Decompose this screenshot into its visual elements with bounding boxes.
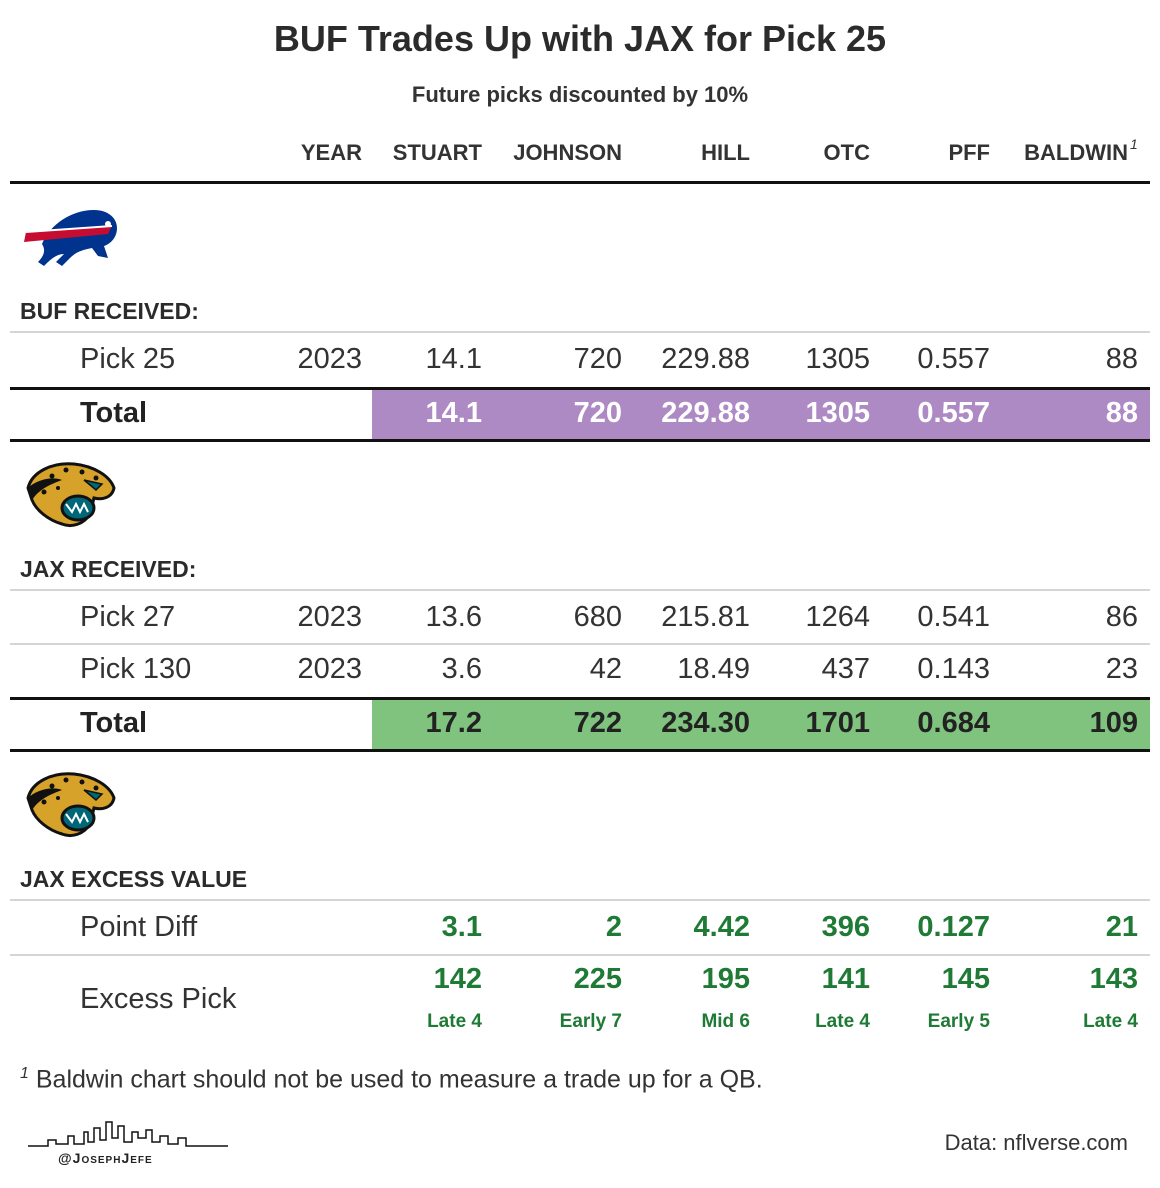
- excess-pick-label: Excess Pick: [80, 983, 237, 1015]
- col-baldwin: BALDWIN: [1024, 140, 1128, 165]
- buf-total-baldwin: 88: [1105, 397, 1138, 429]
- data-source: Data: nflverse.com: [944, 1130, 1128, 1155]
- chart-title: BUF Trades Up with JAX for Pick 25: [273, 18, 887, 59]
- excess-round-pff: Early 5: [927, 1011, 990, 1032]
- buf-row-year: 2023: [297, 343, 362, 375]
- jax-total-baldwin: 109: [1089, 707, 1138, 739]
- bills-logo: [22, 204, 122, 273]
- author-handle: @JosephJefe: [58, 1150, 153, 1166]
- jax-section-title: JAX RECEIVED:: [20, 556, 197, 582]
- jax-row-hill: 18.49: [677, 653, 750, 685]
- buf-total-bottom-rule: [10, 439, 1150, 442]
- chart-subtitle: Future picks discounted by 10%: [411, 82, 749, 107]
- skyline-logo: [28, 1118, 228, 1155]
- baldwin-footnote-mark: 1: [1130, 136, 1138, 152]
- jax-row-hill: 215.81: [661, 601, 750, 633]
- excess-section-title: JAX EXCESS VALUE: [20, 866, 248, 892]
- jax-row-pff: 0.541: [917, 601, 990, 633]
- excess-round-stuart: Late 4: [427, 1011, 482, 1032]
- col-otc: OTC: [823, 140, 870, 165]
- jax-row-otc: 437: [821, 653, 870, 685]
- buf-row-stuart: 14.1: [425, 343, 482, 375]
- jax-row-stuart: 3.6: [441, 653, 482, 685]
- buf-row-baldwin: 88: [1105, 343, 1138, 375]
- header-rule: [10, 181, 1150, 184]
- excess-pick-johnson: 225: [573, 963, 622, 995]
- col-pff: PFF: [948, 140, 990, 165]
- jax-total-hill: 234.30: [661, 707, 750, 739]
- jax-row-label: Pick 27: [80, 601, 176, 633]
- buf-total-otc: 1305: [805, 397, 870, 429]
- point-diff-johnson: 2: [605, 911, 622, 943]
- buf-total-johnson: 720: [573, 397, 622, 429]
- point-diff-label: Point Diff: [80, 911, 198, 943]
- jax-total-bottom-rule: [10, 749, 1150, 752]
- jax-row-baldwin: 23: [1105, 653, 1138, 685]
- buf-row-otc: 1305: [805, 343, 870, 375]
- col-johnson: JOHNSON: [513, 140, 622, 165]
- jax-row-year: 2023: [297, 653, 362, 685]
- excess-round-hill: Mid 6: [701, 1011, 750, 1032]
- excess-section-rule: [10, 899, 1150, 901]
- jax-row-pff: 0.143: [917, 653, 990, 685]
- buf-total-stuart: 14.1: [425, 397, 482, 429]
- jax-row-year: 2023: [297, 601, 362, 633]
- footnote-mark: 1: [20, 1065, 29, 1082]
- jax-row-label: Pick 130: [80, 653, 192, 685]
- footnote-text: Baldwin chart should not be used to meas…: [35, 1065, 763, 1094]
- buf-total-band: [372, 390, 1150, 439]
- jax-total-label: Total: [80, 707, 148, 739]
- col-stuart: STUART: [392, 140, 482, 165]
- jax-row-johnson: 680: [573, 601, 622, 633]
- footnote: 1 Baldwin chart should not be used to me…: [20, 1065, 763, 1094]
- point-diff-hill: 4.42: [693, 911, 750, 943]
- jax-row-stuart: 13.6: [425, 601, 482, 633]
- buf-row-johnson: 720: [573, 343, 622, 375]
- buf-section-rule: [10, 331, 1150, 333]
- jax-total-band: [372, 700, 1150, 749]
- jax-total-stuart: 17.2: [425, 707, 482, 739]
- col-hill: HILL: [701, 140, 750, 165]
- point-diff-stuart: 3.1: [441, 911, 482, 943]
- point-diff-otc: 396: [821, 911, 870, 943]
- buf-section-title: BUF RECEIVED:: [20, 298, 199, 324]
- jax-total-pff: 0.684: [917, 707, 990, 739]
- excess-round-otc: Late 4: [815, 1011, 870, 1032]
- excess-row-divider: [10, 954, 1150, 956]
- excess-pick-pff: 145: [941, 963, 990, 995]
- buf-row-label: Pick 25: [80, 343, 176, 375]
- excess-round-johnson: Early 7: [559, 1011, 622, 1032]
- jax-row-baldwin: 86: [1105, 601, 1138, 633]
- buf-row-hill: 229.88: [661, 343, 750, 375]
- buf-total-pff: 0.557: [917, 397, 990, 429]
- excess-pick-otc: 141: [821, 963, 870, 995]
- excess-pick-stuart: 142: [433, 963, 482, 995]
- jax-section-rule: [10, 589, 1150, 591]
- buf-total-hill: 229.88: [661, 397, 750, 429]
- excess-pick-hill: 195: [701, 963, 750, 995]
- jaguars-logo: [22, 768, 118, 847]
- jaguars-logo: [22, 458, 118, 537]
- jax-total-top-rule: [10, 697, 1150, 700]
- jax-total-johnson: 722: [573, 707, 622, 739]
- point-diff-baldwin: 21: [1105, 911, 1138, 943]
- col-year: YEAR: [300, 140, 362, 165]
- jax-row-otc: 1264: [805, 601, 870, 633]
- buf-total-top-rule: [10, 387, 1150, 390]
- point-diff-pff: 0.127: [917, 911, 990, 943]
- jax-row-divider: [10, 643, 1150, 645]
- excess-pick-baldwin: 143: [1089, 963, 1138, 995]
- jax-total-otc: 1701: [805, 707, 870, 739]
- buf-total-label: Total: [80, 397, 148, 429]
- jax-row-johnson: 42: [589, 653, 622, 685]
- excess-round-baldwin: Late 4: [1083, 1011, 1138, 1032]
- buf-row-pff: 0.557: [917, 343, 990, 375]
